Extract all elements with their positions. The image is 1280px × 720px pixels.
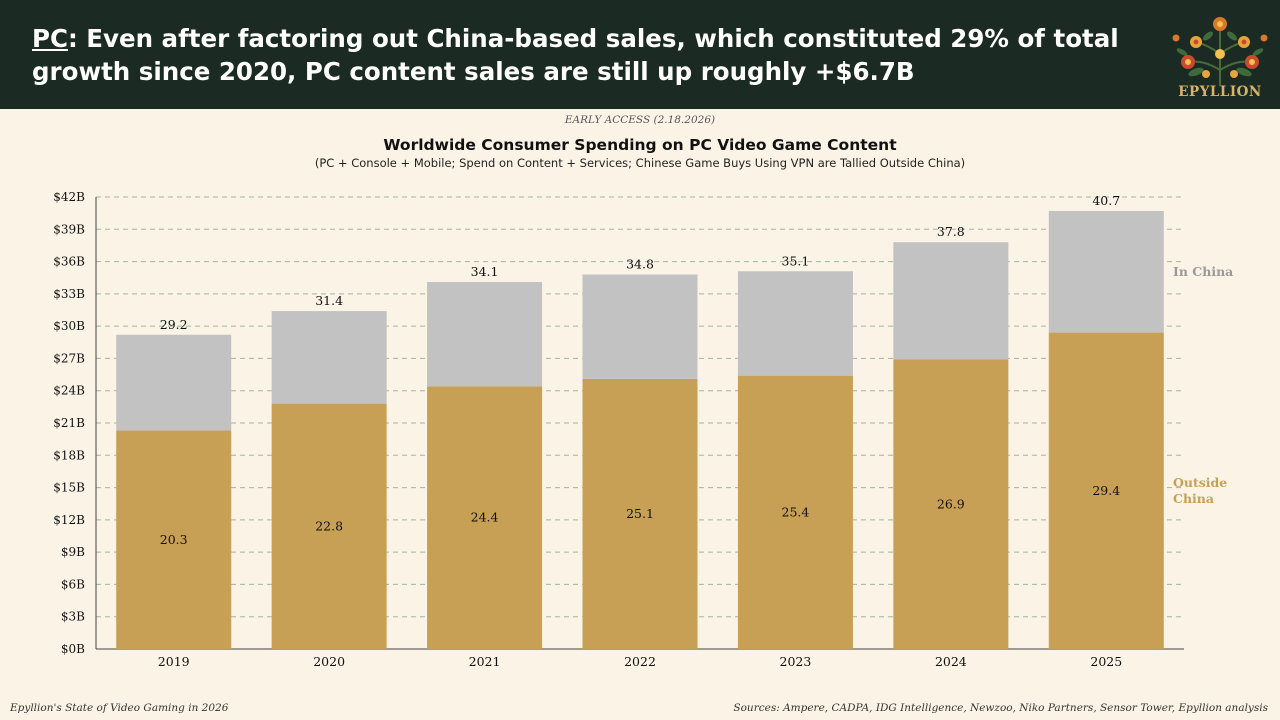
- y-tick-label: $33B: [53, 287, 85, 301]
- bar-in-china: [427, 282, 543, 387]
- data-label-total: 34.8: [626, 256, 654, 271]
- headline-platform: PC: [32, 24, 68, 53]
- header-banner: [0, 0, 1280, 109]
- data-label-outside-china: 25.1: [626, 506, 654, 521]
- bar-outside-china: [427, 386, 543, 649]
- bar-outside-china: [582, 378, 698, 649]
- x-tick-label: 2024: [935, 654, 967, 669]
- data-label-total: 34.1: [471, 264, 499, 279]
- y-tick-label: $18B: [53, 448, 85, 462]
- data-label-outside-china: 20.3: [160, 532, 188, 547]
- y-tick-label: $0B: [61, 642, 85, 656]
- bar-in-china: [893, 242, 1009, 360]
- y-tick-label: $42B: [53, 190, 85, 204]
- legend-in-china: In China: [1173, 264, 1233, 279]
- x-tick-label: 2021: [469, 654, 501, 669]
- chart-subtitle: (PC + Console + Mobile; Spend on Content…: [314, 156, 966, 170]
- data-label-total: 35.1: [782, 253, 810, 268]
- x-tick-label: 2025: [1090, 654, 1122, 669]
- bar-in-china: [271, 311, 387, 404]
- y-tick-label: $36B: [53, 255, 85, 269]
- y-tick-label: $21B: [53, 416, 85, 430]
- data-label-total: 40.7: [1092, 193, 1120, 208]
- bar-outside-china: [1048, 332, 1164, 649]
- floral-logo-icon: [1172, 17, 1268, 87]
- bar-in-china: [1048, 210, 1164, 333]
- data-label-outside-china: 26.9: [937, 496, 965, 511]
- chart-title: Worldwide Consumer Spending on PC Video …: [383, 136, 897, 154]
- legend-outside-china-line1: Outside: [1173, 475, 1227, 490]
- y-tick-label: $39B: [53, 222, 85, 236]
- bar-in-china: [582, 274, 698, 379]
- y-tick-label: $27B: [53, 351, 85, 365]
- x-tick-label: 2020: [313, 654, 345, 669]
- y-tick-label: $3B: [61, 610, 85, 624]
- footer-report-title: Epyllion's State of Video Gaming in 2026: [10, 702, 229, 714]
- bar-outside-china: [737, 375, 853, 649]
- brand-logo-text: EPYLLION: [1178, 84, 1262, 100]
- y-tick-label: $9B: [61, 545, 85, 559]
- data-label-total: 29.2: [160, 317, 188, 332]
- headline-text: : Even after factoring out China-based s…: [32, 24, 1119, 86]
- headline: PC: Even after factoring out China-based…: [32, 22, 1172, 88]
- early-access-note: EARLY ACCESS (2.18.2026): [564, 114, 716, 126]
- data-label-outside-china: 25.4: [782, 504, 810, 519]
- bar-outside-china: [116, 430, 232, 649]
- bar-in-china: [737, 271, 853, 376]
- y-tick-label: $30B: [53, 319, 85, 333]
- data-label-outside-china: 22.8: [315, 518, 343, 533]
- data-label-total: 37.8: [937, 224, 965, 239]
- x-tick-label: 2023: [780, 654, 812, 669]
- y-tick-label: $15B: [53, 481, 85, 495]
- legend-outside-china-line2: China: [1173, 491, 1214, 506]
- bar-in-china: [116, 334, 232, 431]
- data-label-outside-china: 24.4: [471, 510, 499, 525]
- bar-outside-china: [271, 403, 387, 649]
- footer-sources: Sources: Ampere, CADPA, IDG Intelligence…: [733, 702, 1268, 714]
- x-tick-label: 2022: [624, 654, 656, 669]
- y-tick-label: $12B: [53, 513, 85, 527]
- data-label-total: 31.4: [315, 293, 343, 308]
- x-tick-label: 2019: [158, 654, 190, 669]
- bar-outside-china: [893, 359, 1009, 649]
- y-tick-label: $24B: [53, 384, 85, 398]
- data-label-outside-china: 29.4: [1092, 483, 1120, 498]
- y-tick-label: $6B: [61, 577, 85, 591]
